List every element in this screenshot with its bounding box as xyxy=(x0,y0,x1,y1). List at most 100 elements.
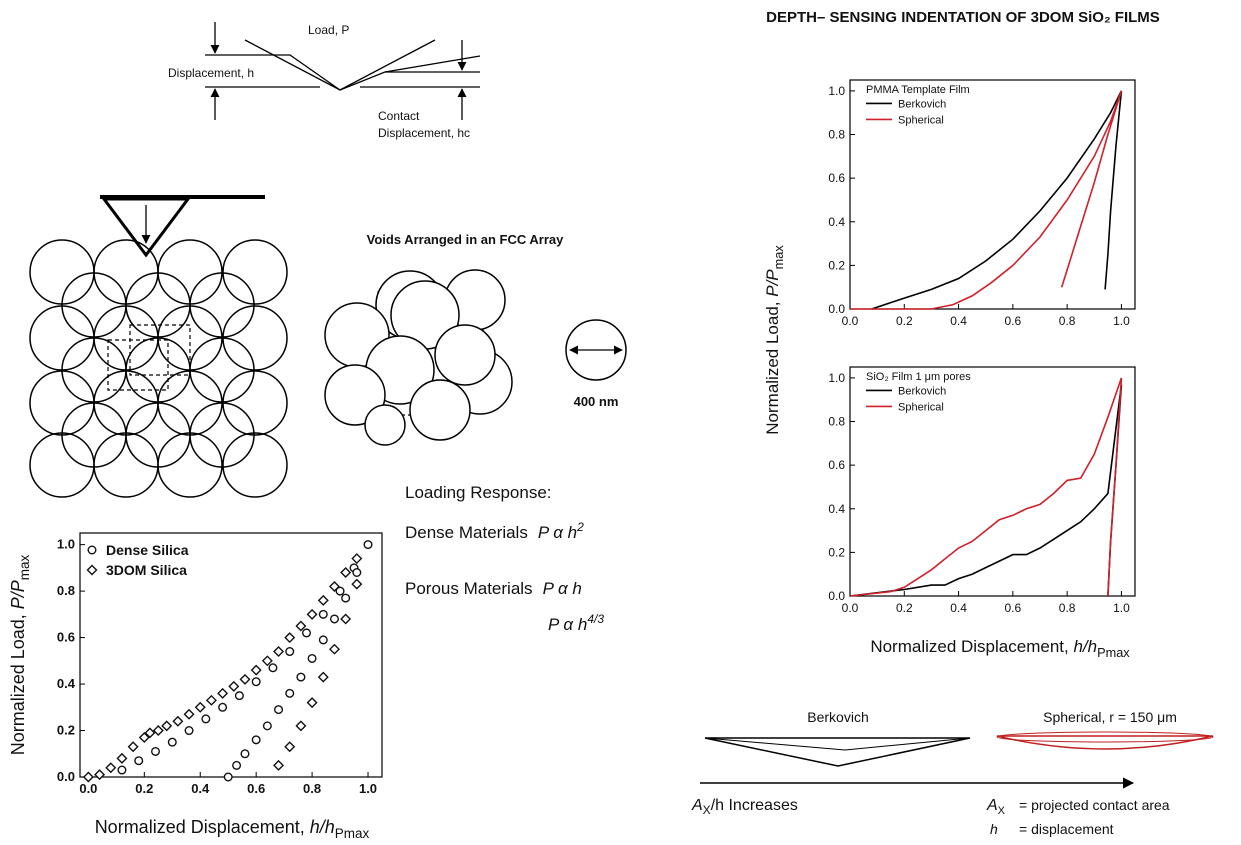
data-point xyxy=(295,720,307,732)
data-point xyxy=(295,620,307,632)
heading: Loading Response: xyxy=(405,483,552,502)
data-point xyxy=(167,737,177,747)
page-title: DEPTH– SENSING INDENTATION OF 3DOM SiO₂ … xyxy=(766,9,1160,26)
label: Berkovich xyxy=(807,709,868,725)
data-point xyxy=(306,697,318,709)
legend-label: Spherical xyxy=(898,114,944,126)
axis-label-part: max xyxy=(771,245,786,270)
y-tick-label: 0.8 xyxy=(828,128,845,142)
legend-marker xyxy=(86,564,98,576)
x-tick-label: 0.0 xyxy=(842,601,859,615)
label: Displacement, h xyxy=(168,66,254,80)
data-point xyxy=(328,643,340,655)
data-point xyxy=(341,593,351,603)
data-point xyxy=(318,635,328,645)
legend-label: Berkovich xyxy=(898,98,946,110)
data-point xyxy=(152,725,164,737)
data-point xyxy=(94,769,106,781)
x-tick-label: 0.0 xyxy=(79,781,97,796)
y-tick-label: 0.8 xyxy=(57,583,75,598)
y-tick-label: 0.0 xyxy=(828,589,845,603)
y-tick-label: 0.0 xyxy=(57,769,75,784)
data-point xyxy=(82,771,94,783)
legend-label: 3DOM Silica xyxy=(106,562,187,578)
subscript: X xyxy=(998,805,1006,817)
pore-size-icon xyxy=(565,319,627,381)
x-tick-label: 0.6 xyxy=(247,781,265,796)
y-tick-label: 1.0 xyxy=(57,537,75,552)
x-tick-label: 0.2 xyxy=(896,314,913,328)
data-point xyxy=(218,702,228,712)
data-point xyxy=(317,594,329,606)
axis-label-part: Normalized Displacement, xyxy=(95,817,310,837)
data-point xyxy=(194,701,206,713)
label: Contact xyxy=(378,109,420,123)
y-tick-label: 0.2 xyxy=(57,723,75,738)
y-tick-label: 0.6 xyxy=(828,171,845,185)
data-point xyxy=(116,752,128,764)
label: Spherical, r = 150 μm xyxy=(1043,709,1177,725)
legend-label: Spherical xyxy=(898,401,944,413)
y-tick-label: 0.4 xyxy=(828,215,845,229)
x-tick-label: 0.8 xyxy=(303,781,321,796)
data-line xyxy=(849,384,1123,597)
x-tick-label: 1.0 xyxy=(1113,314,1130,328)
label: Porous Materials xyxy=(405,579,533,598)
data-line xyxy=(871,90,1123,310)
data-point xyxy=(351,553,363,565)
symbol: A xyxy=(691,797,703,814)
data-point xyxy=(340,613,352,625)
data-point xyxy=(307,653,317,663)
data-point xyxy=(296,672,306,682)
data-point xyxy=(284,741,296,753)
data-point xyxy=(273,759,285,771)
x-tick-label: 0.8 xyxy=(1059,601,1076,615)
plot-frame xyxy=(849,366,1136,597)
label: Displacement, hc xyxy=(378,126,470,140)
data-point xyxy=(105,762,117,774)
data-point xyxy=(127,741,139,753)
data-point xyxy=(183,708,195,720)
data-point xyxy=(161,720,173,732)
plot-frame xyxy=(849,79,1136,310)
label: Load, P xyxy=(308,23,349,37)
y-tick-label: 0.0 xyxy=(828,302,845,316)
data-point xyxy=(306,608,318,620)
data-point xyxy=(184,726,194,736)
axis-label-part: Pmax xyxy=(335,826,370,841)
data-point xyxy=(232,760,242,770)
data-line xyxy=(850,90,1123,310)
exponent: 4/3 xyxy=(587,612,604,626)
data-point xyxy=(251,677,261,687)
data-point xyxy=(240,749,250,759)
legend-marker xyxy=(87,545,97,555)
label: Porous Materials P α h xyxy=(405,579,582,598)
data-point xyxy=(172,715,184,727)
data-point xyxy=(250,664,262,676)
label: /h Increases xyxy=(711,797,798,814)
data-point xyxy=(335,586,345,596)
indent-schematic: Load, P Displacement, h Contact Displace… xyxy=(168,22,481,140)
label: = projected contact area xyxy=(1019,797,1170,813)
legend-label: Berkovich xyxy=(898,385,946,397)
symbol: A xyxy=(986,797,998,814)
axis-label-part: P/P xyxy=(763,269,782,297)
axis-label: Normalized Displacement, h/hPmax xyxy=(95,817,370,841)
label: Dense Materials xyxy=(405,523,528,542)
axis-label-part: Normalized Displacement, xyxy=(870,637,1073,656)
axis-label: Normalized Load, P/Pmax xyxy=(8,554,32,755)
exponent: 2 xyxy=(576,520,584,534)
data-point xyxy=(228,680,240,692)
data-point xyxy=(302,628,312,638)
indenter-shapes xyxy=(700,731,1214,789)
label: 400 nm xyxy=(574,394,619,409)
label: = displacement xyxy=(1019,821,1114,837)
data-line xyxy=(849,377,1123,597)
formula: P α h xyxy=(543,579,582,598)
data-point xyxy=(261,655,273,667)
y-tick-label: 0.6 xyxy=(57,630,75,645)
data-point xyxy=(352,568,362,578)
data-point xyxy=(144,727,156,739)
symbol: h xyxy=(990,821,998,837)
